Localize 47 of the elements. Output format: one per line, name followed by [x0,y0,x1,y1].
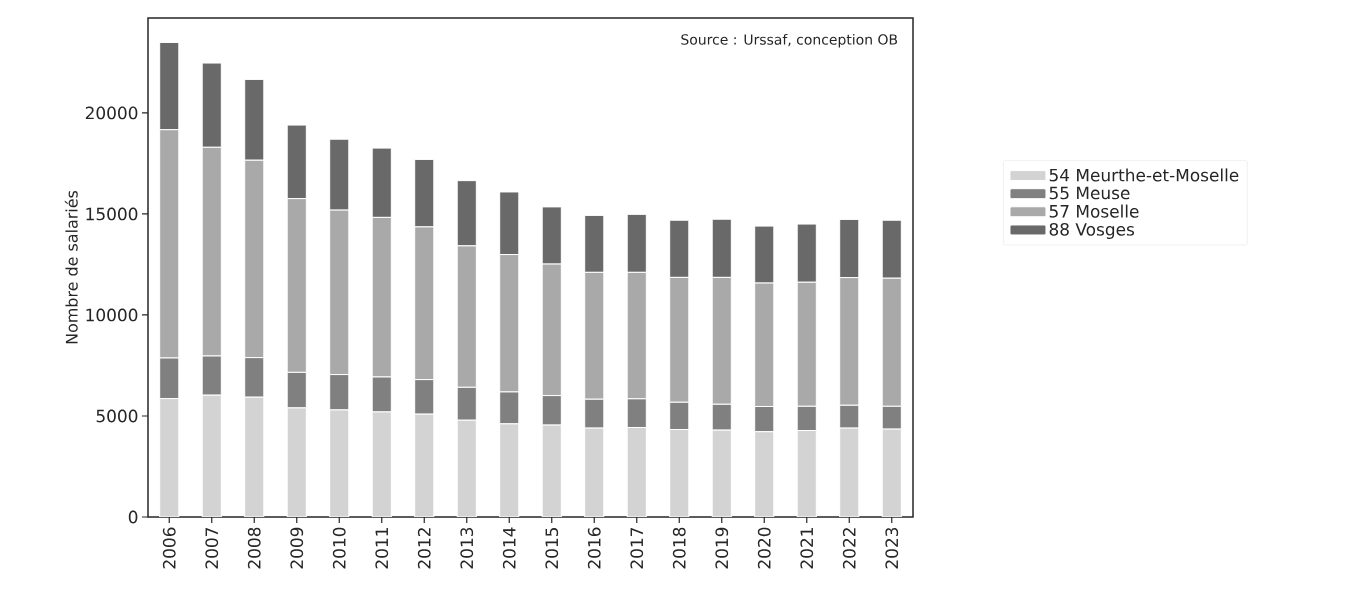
x-tick-label: 2013 [460,527,474,569]
bar [456,419,477,517]
bar [796,430,817,517]
bar [711,429,732,517]
y-tick-label: 5000 [96,409,138,423]
bar [244,396,265,517]
bar [329,409,350,517]
x-tick-label: 2012 [417,528,431,569]
bar [584,427,605,517]
y-tick-label: 10000 [86,308,138,322]
y-axis-title: Nombre de salariés [64,190,78,344]
x-tick-label: 2023 [885,527,899,569]
x-tick-label: 2007 [205,527,219,569]
bar [626,427,647,517]
x-tick-label: 2011 [375,528,389,569]
x-tick-label: 2022 [842,528,856,569]
bar [286,407,307,517]
y-tick-label: 20000 [85,106,138,120]
legend-label: 55 Meuse [1049,186,1130,200]
x-tick-label: 2010 [332,527,346,569]
x-tick-label: 2008 [247,527,261,569]
x-tick-label: 2006 [162,527,176,569]
x-tick-label: 2015 [545,528,559,569]
bar [541,424,562,517]
x-tick-label: 2020 [757,527,771,569]
bar [371,411,392,517]
x-tick-label: 2009 [290,527,304,569]
legend-label: 54 Meurthe-et-Moselle [1049,168,1239,182]
x-tick-label: 2016 [587,527,601,569]
x-tick-label: 2017 [630,527,644,569]
bar [754,431,775,517]
legend-label: 88 Vosges [1049,222,1135,240]
y-tick-label: 15000 [86,207,138,221]
y-tick-label: 0 [128,510,138,524]
x-tick-label: 2014 [502,527,516,569]
bar [499,423,520,517]
legend-label: 57 Moselle [1049,204,1139,218]
annotation: Source : Urssaf, conception OB [681,33,898,48]
bar [159,398,180,517]
bar [839,427,860,517]
bar [201,394,222,517]
x-tick-label: 2019 [715,527,729,569]
bar [669,429,690,517]
x-tick-label: 2018 [672,527,686,569]
bar [881,428,902,517]
x-tick-label: 2021 [800,528,814,569]
bar [414,413,435,517]
